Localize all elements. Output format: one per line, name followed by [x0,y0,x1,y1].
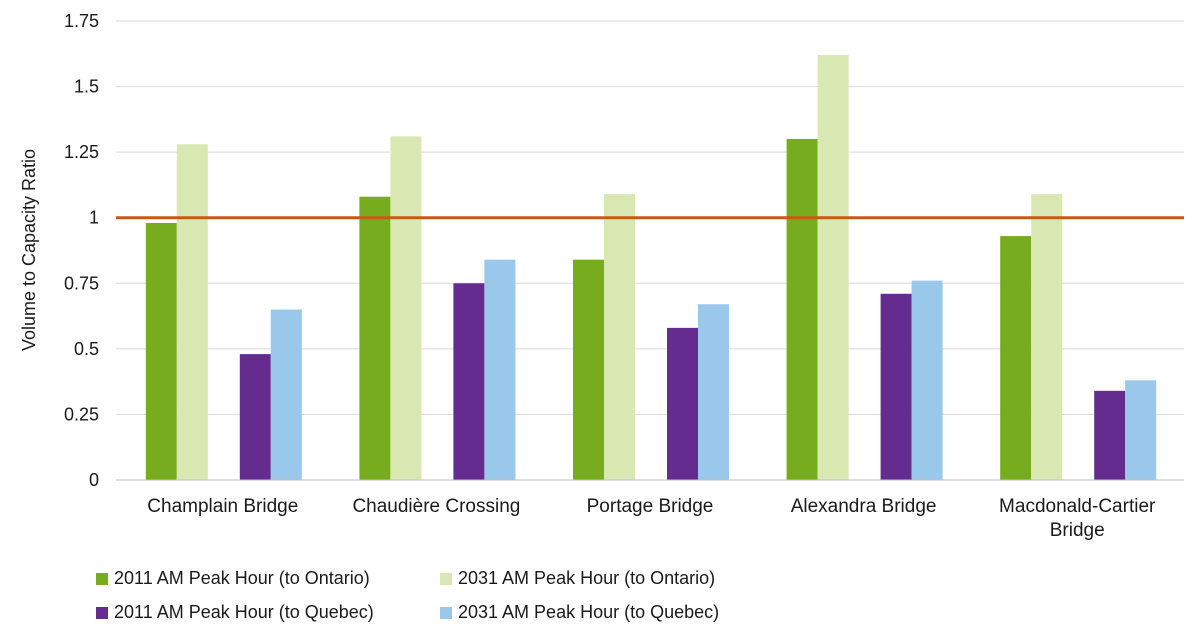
bar [880,293,912,480]
bar [604,194,635,480]
legend-label: 2011 AM Peak Hour (to Ontario) [114,568,370,588]
legend-swatch [96,572,108,585]
bar [667,327,698,480]
bar [1094,390,1126,480]
legend-label: 2011 AM Peak Hour (to Quebec) [114,602,374,622]
x-tick-label: Chaudière Crossing [352,496,520,517]
bar [239,354,271,480]
legend-swatch [96,606,108,619]
legend-item: 2031 AM Peak Hour (to Ontario) [440,568,715,589]
bar [698,304,729,480]
bar [359,196,391,480]
legend-item: 2011 AM Peak Hour (to Quebec) [96,602,374,623]
y-tick-label: 0.75 [64,273,99,293]
bar [270,309,302,480]
legend-item: 2011 AM Peak Hour (to Ontario) [96,568,370,589]
x-tick-label: Alexandra Bridge [791,496,937,517]
bar [786,139,818,480]
legend-swatch [440,572,452,585]
y-tick-label: 1 [89,208,99,228]
y-tick-label: 0.5 [74,339,99,359]
bar [573,259,604,480]
y-tick-label: 1.5 [74,77,99,97]
bar [1000,236,1032,480]
bar [911,280,943,480]
bar [145,222,177,480]
x-tick-label: Champlain Bridge [147,496,298,517]
y-tick-label: 1.25 [64,142,99,162]
bar [1031,194,1063,480]
bar [453,283,485,480]
y-tick-label: 0.25 [64,404,99,424]
x-tick-label: Portage Bridge [587,496,714,517]
bar [817,55,849,481]
bar [390,136,422,481]
y-tick-label: 1.75 [64,11,99,31]
bar [1125,380,1157,480]
bar [484,259,516,480]
bar [176,144,208,480]
y-tick-label: 0 [89,470,99,490]
y-axis-tick-labels: 0 0.25 0.5 0.75 1 1.25 1.5 1.75 [64,11,99,490]
x-tick-label: Macdonald-Cartier [999,496,1156,517]
legend-label: 2031 AM Peak Hour (to Ontario) [458,568,716,588]
legend-swatch [440,606,452,619]
x-tick-label: Bridge [1050,520,1105,541]
legend-label: 2031 AM Peak Hour (to Quebec) [458,602,720,622]
category-labels: Champlain Bridge Chaudière Crossing Portag… [147,496,1156,541]
bars [145,55,1157,481]
y-axis-label: Volume to Capacity Ratio [19,149,39,351]
legend-item: 2031 AM Peak Hour (to Quebec) [440,602,719,623]
